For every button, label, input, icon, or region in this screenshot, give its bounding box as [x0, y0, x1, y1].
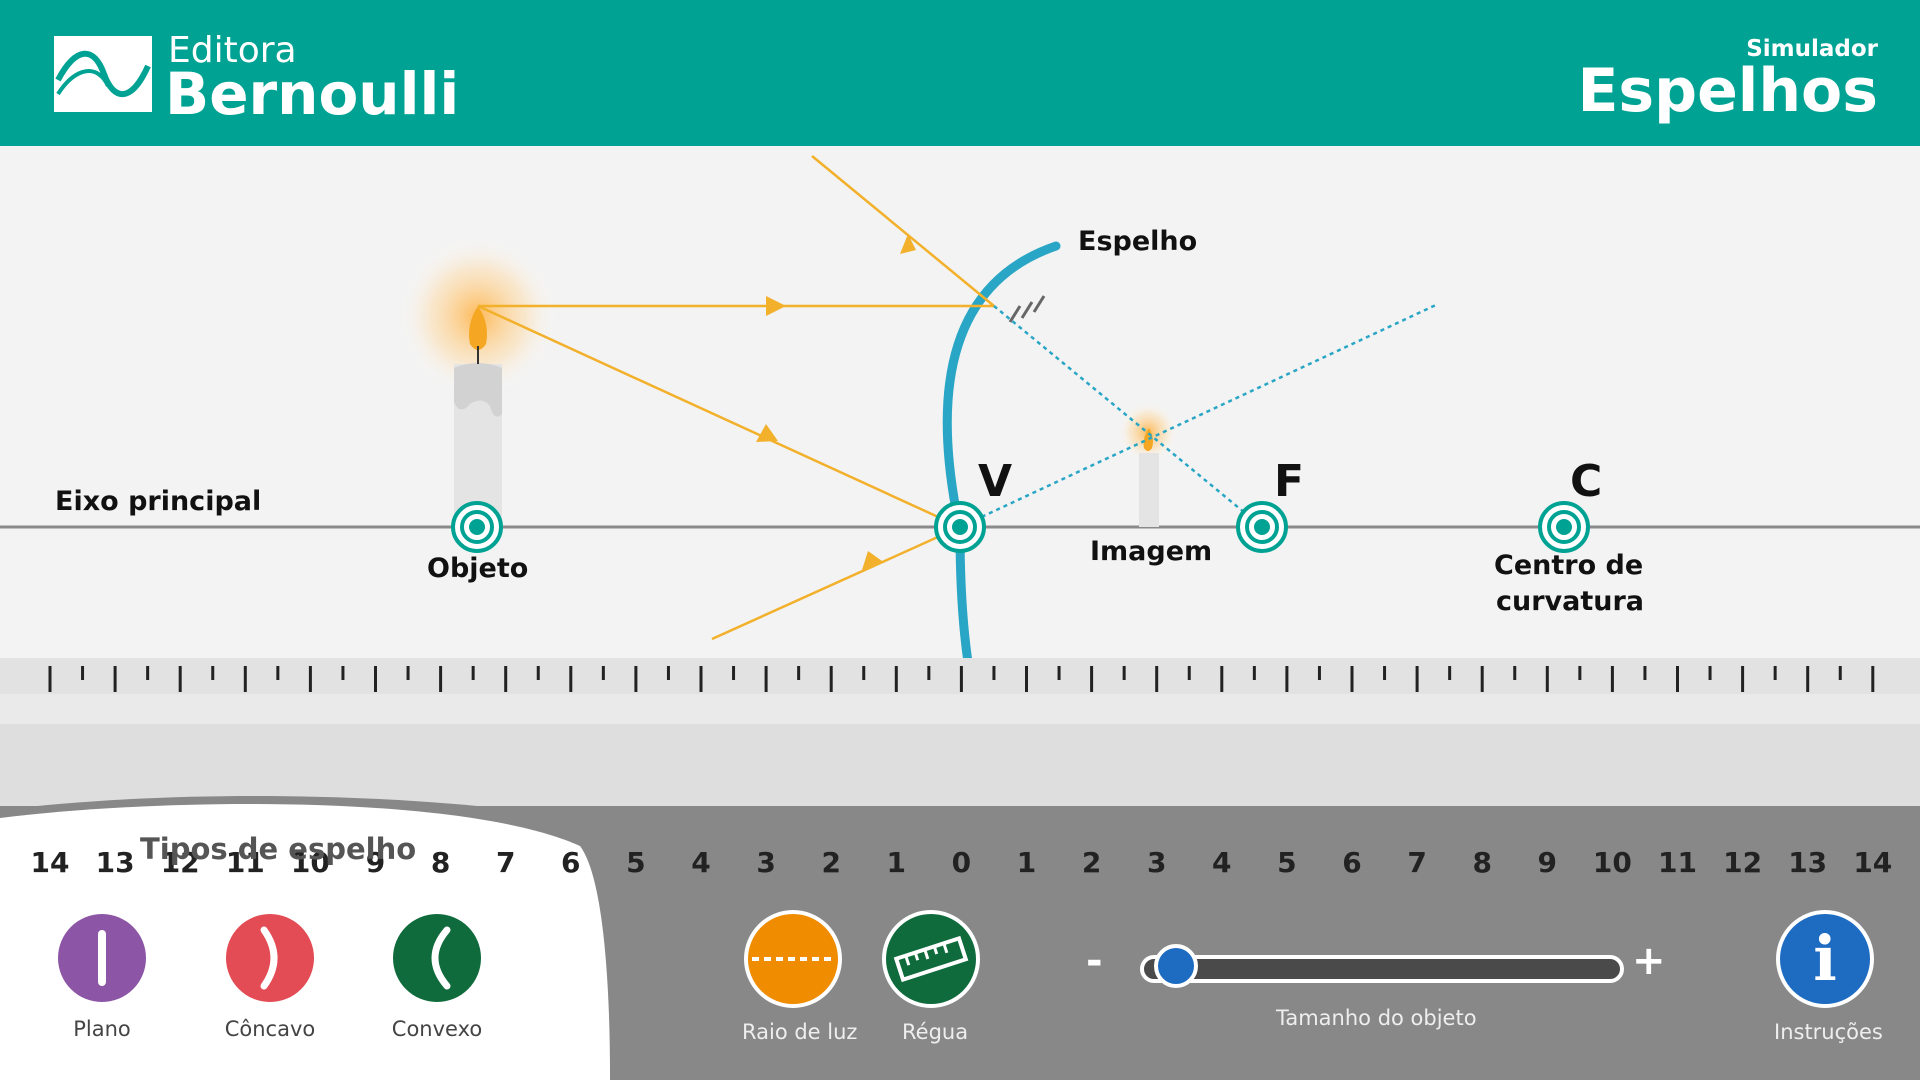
ruler-number: 13	[1788, 846, 1828, 879]
ruler-number: 4	[691, 846, 711, 879]
ruler-number: 3	[1146, 846, 1167, 879]
ruler-button[interactable]	[882, 910, 980, 1008]
convex-mirror-icon	[431, 926, 451, 990]
center-point-label: C	[1570, 456, 1603, 507]
mirror-types-title: Tipos de espelho	[140, 832, 417, 866]
vertex-marker	[934, 501, 986, 553]
convex-mirror-button[interactable]	[393, 914, 481, 1002]
size-decrease-button[interactable]: -	[1086, 938, 1103, 984]
ruler-number: 12	[1723, 846, 1763, 879]
flat-mirror-button[interactable]	[58, 914, 146, 1002]
ruler-number: 1	[1016, 846, 1037, 879]
ruler-number: 11	[1658, 846, 1697, 879]
ruler-number: 2	[821, 846, 841, 879]
info-icon: i	[1813, 922, 1837, 995]
simulator-subtitle: Simulador	[1746, 36, 1878, 62]
ruler-number: 10	[1592, 846, 1632, 879]
bernoulli-logo-icon	[54, 36, 152, 112]
ruler-number: 7	[1407, 846, 1427, 879]
ruler-number: 6	[561, 846, 581, 879]
ruler-ticks	[48, 666, 1875, 692]
image-label: Imagem	[1090, 536, 1213, 567]
app-header: Editora Bernoulli Simulador Espelhos	[0, 0, 1920, 146]
light-ray-label: Raio de luz	[742, 1020, 858, 1044]
flat-mirror-label: Plano	[73, 1017, 131, 1041]
ruler-number: 2	[1081, 846, 1102, 879]
ruler-number: 13	[95, 846, 135, 879]
size-increase-button[interactable]: +	[1632, 938, 1666, 984]
object-size-label: Tamanho do objeto	[1276, 1006, 1477, 1030]
ruler-icon	[893, 935, 969, 983]
ruler-number: 14	[1853, 846, 1893, 879]
ruler-number: 9	[1537, 846, 1558, 879]
object-size-slider[interactable]	[1140, 955, 1624, 983]
ruler-number: 0	[951, 846, 972, 879]
vertex-point-label: V	[978, 456, 1013, 507]
focus-point-label: F	[1274, 456, 1305, 507]
ray-arrows	[756, 234, 916, 570]
ruler-number: 4	[1212, 846, 1232, 879]
concave-mirror-label: Côncavo	[224, 1017, 316, 1041]
center-label-line2: curvatura	[1496, 586, 1645, 617]
object-label: Objeto	[427, 553, 529, 584]
ruler-number: 1	[886, 846, 907, 879]
convex-mirror-label: Convexo	[391, 1017, 483, 1041]
ruler-number: 10	[290, 846, 330, 879]
light-rays	[477, 155, 995, 641]
brand-name: Bernoulli	[165, 60, 460, 128]
mirror-label: Espelho	[1078, 226, 1198, 257]
ruler-number: 12	[160, 846, 200, 879]
simulator-title: Espelhos	[1577, 56, 1878, 126]
ruler-number: 3	[756, 846, 776, 879]
concave-mirror-icon	[260, 926, 278, 990]
ruler-number: 5	[1277, 846, 1297, 879]
flat-mirror-icon	[98, 930, 106, 986]
ruler-number: 9	[365, 846, 386, 879]
light-ray-button[interactable]	[744, 910, 842, 1008]
ruler-number: 11	[225, 846, 265, 879]
mirror-hatch-icon	[1008, 295, 1046, 323]
center-marker	[1538, 501, 1590, 553]
axis-label: Eixo principal	[55, 486, 262, 517]
brand-small-text: Editora	[168, 30, 297, 71]
ruler-number: 8	[1472, 846, 1492, 879]
object-flame-icon	[469, 306, 487, 350]
ruler-label: Régua	[902, 1020, 969, 1044]
concave-mirror-button[interactable]	[226, 914, 314, 1002]
object-size-slider-thumb[interactable]	[1154, 944, 1199, 988]
ruler-number: 8	[430, 846, 451, 879]
object-marker[interactable]	[451, 501, 503, 553]
ruler-number: 5	[626, 846, 646, 879]
focus-marker[interactable]	[1236, 501, 1288, 553]
virtual-rays	[959, 302, 1439, 529]
center-label-line1: Centro de	[1494, 550, 1644, 581]
instructions-label: Instruções	[1774, 1020, 1883, 1044]
ruler-number: 14	[30, 846, 70, 879]
ruler-number: 7	[495, 846, 516, 879]
ruler-number: 6	[1342, 846, 1362, 879]
light-ray-icon	[752, 957, 834, 961]
image-candle-icon	[1139, 453, 1159, 527]
instructions-button[interactable]: i	[1776, 910, 1874, 1008]
